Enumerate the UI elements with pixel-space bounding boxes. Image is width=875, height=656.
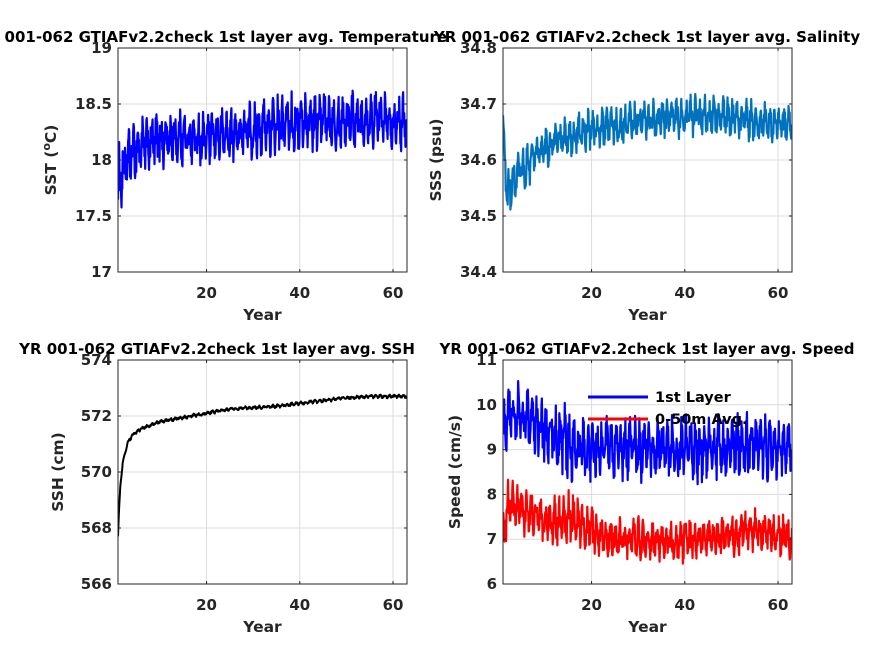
series-line xyxy=(118,89,407,209)
chart-panel-2: 20 40 60 34.4 34.5 34.6 34.7 34.8 Year SSS (psu) xyxy=(427,39,793,324)
series-line-1st-layer xyxy=(503,379,792,486)
y-axis-label: SST (oC) xyxy=(40,125,60,196)
y-tick-label: 8 xyxy=(487,485,497,503)
y-tick-label: 570 xyxy=(81,463,112,481)
x-tick-label: 60 xyxy=(383,596,404,614)
x-tick-label: 20 xyxy=(581,284,602,302)
legend-label: 0-50m Avg. xyxy=(655,412,748,428)
x-tick-label: 40 xyxy=(674,284,695,302)
x-tick-label: 20 xyxy=(196,596,217,614)
y-tick-label: 566 xyxy=(81,575,112,593)
series-line xyxy=(118,393,407,537)
y-tick-label: 34.7 xyxy=(460,95,497,113)
y-tick-label: 34.5 xyxy=(460,207,497,225)
y-tick-label: 7 xyxy=(487,530,497,548)
x-tick-label: 40 xyxy=(289,284,310,302)
x-tick-label: 40 xyxy=(289,596,310,614)
y-tick-label: 572 xyxy=(81,407,112,425)
y-tick-label: 11 xyxy=(476,351,497,369)
chart-panel-3: 20 40 60 566 568 570 572 574 Year SSH (cm) xyxy=(49,351,408,636)
y-axis-label: SSS (psu) xyxy=(427,118,445,201)
chart-title: YR 001-062 GTIAFv2.2check 1st layer avg.… xyxy=(18,340,415,358)
series-line-0-50m-avg- xyxy=(503,478,792,565)
y-tick-label: 34.8 xyxy=(460,39,497,57)
x-tick-label: 60 xyxy=(768,284,789,302)
x-tick-label: 20 xyxy=(581,596,602,614)
axes-frame xyxy=(502,359,793,585)
x-axis-label: Year xyxy=(627,618,667,636)
y-axis-label: Speed (cm/s) xyxy=(446,415,464,529)
y-tick-label: 18 xyxy=(91,151,112,169)
series-line xyxy=(503,92,792,211)
y-axis-label: SSH (cm) xyxy=(49,432,67,512)
x-tick-label: 60 xyxy=(768,596,789,614)
y-tick-label: 34.6 xyxy=(460,151,497,169)
y-tick-label: 10 xyxy=(476,396,497,414)
x-tick-label: 20 xyxy=(196,284,217,302)
chart-panel-4: 20 40 60 6 7 8 9 10 11 Year Speed (cm/s) 1st Layer 0… xyxy=(446,351,793,636)
y-tick-label: 17 xyxy=(91,263,112,281)
chart-panel-1: 20 40 60 17 17.5 18 18.5 19 Year SST (oC) xyxy=(40,39,408,324)
y-tick-label: 17.5 xyxy=(75,207,112,225)
x-tick-label: 60 xyxy=(383,284,404,302)
legend-label: 1st Layer xyxy=(655,390,732,406)
chart-title: YR 001-062 GTIAFv2.2check 1st layer avg.… xyxy=(0,28,447,46)
x-axis-label: Year xyxy=(627,306,667,324)
y-tick-label: 574 xyxy=(81,351,112,369)
x-axis-label: Year xyxy=(242,618,282,636)
x-axis-label: Year xyxy=(242,306,282,324)
y-tick-label: 19 xyxy=(91,39,112,57)
x-tick-label: 40 xyxy=(674,596,695,614)
y-tick-label: 568 xyxy=(81,519,112,537)
y-tick-label: 18.5 xyxy=(75,95,112,113)
y-tick-label: 9 xyxy=(487,441,497,459)
chart-title: YR 001-062 GTIAFv2.2check 1st layer avg.… xyxy=(439,340,855,358)
chart-title: YR 001-062 GTIAFv2.2check 1st layer avg.… xyxy=(433,28,860,46)
y-tick-label: 34.4 xyxy=(460,263,497,281)
y-tick-label: 6 xyxy=(487,575,497,593)
